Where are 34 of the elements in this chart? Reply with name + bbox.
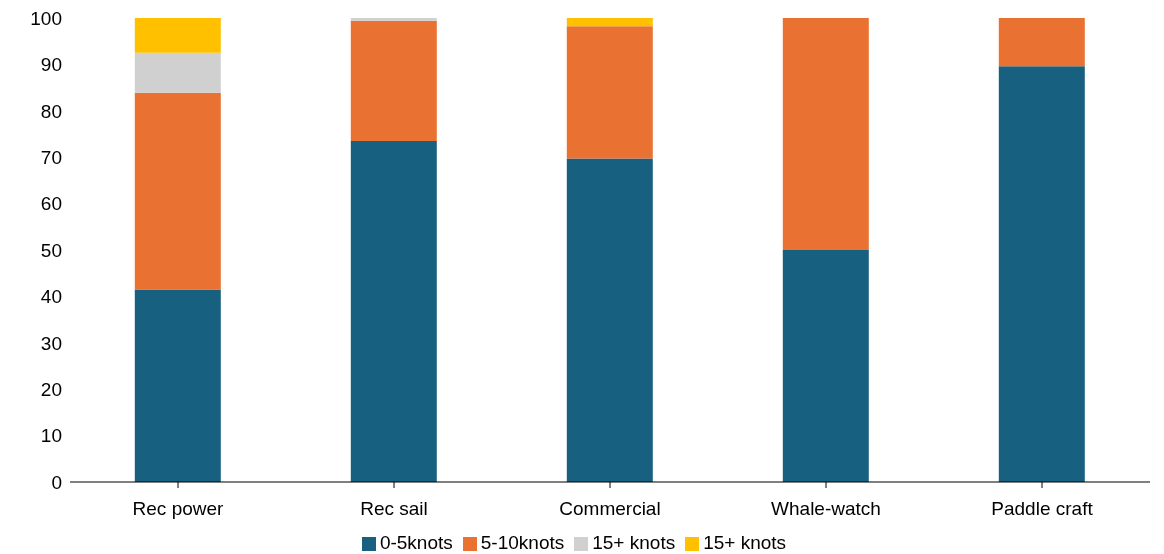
legend-label: 15+ knots bbox=[592, 532, 676, 553]
y-tick-label: 40 bbox=[40, 286, 62, 308]
bar bbox=[782, 18, 869, 250]
bar bbox=[566, 26, 653, 159]
bar bbox=[350, 18, 437, 21]
x-tick-label: Whale-watch bbox=[771, 498, 881, 520]
x-tick-label: Rec sail bbox=[360, 498, 428, 520]
y-tick-label: 90 bbox=[40, 54, 62, 76]
x-tick-label: Rec power bbox=[132, 498, 225, 520]
bar bbox=[134, 92, 221, 290]
y-tick-label: 10 bbox=[40, 425, 62, 447]
y-tick-label: 30 bbox=[40, 332, 62, 354]
y-tick-label: 0 bbox=[51, 471, 62, 493]
bar bbox=[566, 18, 653, 27]
legend-label: 15+ knots bbox=[703, 532, 787, 553]
bar bbox=[134, 18, 221, 53]
bar bbox=[782, 250, 869, 482]
legend-label: 0-5knots bbox=[379, 532, 453, 553]
x-tick-label: Commercial bbox=[559, 498, 661, 520]
y-tick-label: 80 bbox=[40, 100, 62, 122]
y-tick-label: 50 bbox=[40, 239, 62, 261]
y-tick-label: 70 bbox=[40, 146, 62, 168]
bar bbox=[350, 140, 437, 482]
y-tick-label: 60 bbox=[40, 193, 62, 215]
bar bbox=[350, 20, 437, 141]
bar bbox=[566, 158, 653, 482]
bar bbox=[998, 18, 1085, 67]
bar bbox=[998, 66, 1085, 482]
y-tick-label: 100 bbox=[30, 7, 62, 29]
y-tick-label: 20 bbox=[40, 378, 62, 400]
legend-label: 5-10knots bbox=[480, 532, 565, 553]
x-tick-label: Paddle craft bbox=[991, 498, 1094, 520]
bar bbox=[134, 52, 221, 93]
bar bbox=[134, 289, 221, 482]
